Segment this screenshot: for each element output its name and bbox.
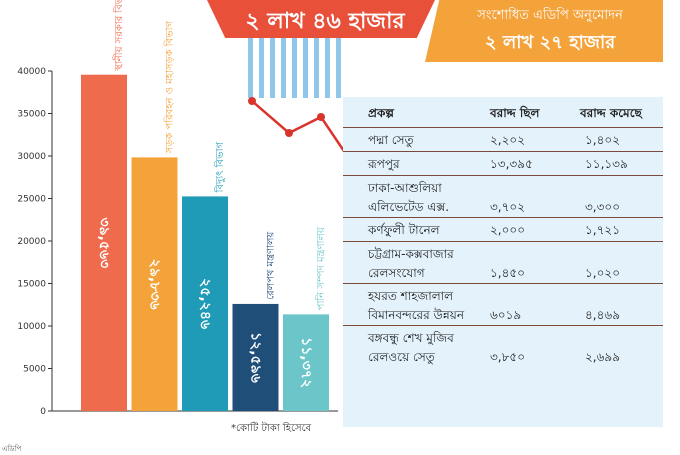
revised-adp-banner — [425, 0, 663, 62]
bar-value-label: ৩৯,৫৬৩ — [96, 217, 112, 268]
project-name: পদ্মা সেতু — [368, 133, 414, 147]
table-row: ঢাকা-আশুলিয়া এলিভেটেড এক্স. ৩,৭০২ ৩,৩০০ — [343, 175, 663, 218]
table-row: হযরত শাহজালাল বিমানবন্দরের উন্নয়ন ৬০১৯ ৪,৪… — [343, 283, 663, 326]
reduced-value: ৩,৩০০ — [585, 200, 621, 214]
bar — [182, 196, 228, 411]
y-tick-label: 40000 — [17, 67, 46, 77]
project-name: এলিভেটেড এক্স. — [368, 200, 450, 214]
project-name: রেলওয়ে সেতু — [368, 350, 435, 364]
header-reduced: বরাদ্দ কমেছে — [580, 106, 642, 120]
reduced-value: ১,৪০২ — [585, 133, 620, 147]
y-tick-label: 10000 — [17, 322, 46, 332]
decorative-stripes — [248, 38, 344, 98]
project-name: কর্ণফুলী টানেল — [368, 223, 440, 237]
trend-point — [317, 113, 325, 121]
reduced-value: ২,৬৯৯ — [585, 350, 620, 364]
y-tick-label: 25000 — [17, 195, 46, 205]
bar-value-label: ১২,৫৯৬ — [248, 332, 264, 383]
bar-value-label: ১১,৩৭২ — [298, 337, 314, 388]
category-label: পানি সম্পদ মন্ত্রণালয় — [315, 226, 327, 310]
project-name: ঢাকা-আশুলিয়া — [368, 181, 442, 195]
project-table: প্রকল্প বরাদ্দ ছিল বরাদ্দ কমেছে পদ্মা সে… — [343, 97, 663, 427]
original-adp-amount: ২ লাখ ৪৬ হাজার — [245, 9, 405, 34]
table-row: বঙ্গবন্ধু শেখ মুজিব রেলওয়ে সেতু ৩,৮৫০ ২,৬৯… — [343, 325, 663, 368]
bar — [131, 157, 178, 411]
table-row: পদ্মা সেতু ২,২০২ ১,৪০২ — [343, 127, 663, 152]
allocated-value: ৩,৮৫০ — [490, 350, 525, 364]
table-row: রূপপুর ১৩,৩৯৫ ১১,১৩৯ — [343, 151, 663, 176]
category-label: বিদ্যুৎ বিভাগ — [214, 142, 226, 194]
allocated-value: ৬০১৯ — [490, 308, 522, 322]
header-allocated: বরাদ্দ ছিল — [490, 106, 540, 120]
table-header: প্রকল্প বরাদ্দ ছিল বরাদ্দ কমেছে — [343, 97, 663, 127]
project-name: বিমানবন্দরের উন্নয়ন — [368, 308, 464, 322]
bar — [232, 303, 279, 411]
y-tick-label: 15000 — [17, 280, 46, 290]
y-tick-label: 30000 — [17, 152, 46, 162]
bar-value-label: ২৫,২৪৬ — [197, 278, 213, 329]
reduced-value: ১১,১৩৯ — [585, 157, 628, 171]
allocated-value: ২,২০২ — [490, 133, 526, 147]
original-adp-banner — [207, 0, 435, 38]
allocated-value: ১৩,৩৯৫ — [490, 157, 533, 171]
corner-caption: এডিপি — [2, 445, 22, 453]
trend-line — [251, 100, 354, 164]
project-name: রূপপুর — [368, 157, 400, 171]
bar — [283, 314, 329, 411]
project-name: হযরত শাহজালাল — [368, 289, 454, 303]
y-tick-label: 0 — [40, 407, 46, 417]
revised-adp-subtitle: সংশোধিত এডিপি অনুমোদন — [477, 8, 623, 23]
y-tick-label: 35000 — [17, 110, 46, 120]
header-project: প্রকল্প — [368, 106, 394, 120]
table-row: কর্ণফুলী টানেল ২,০০০ ১,৭২১ — [343, 217, 663, 242]
project-name: চট্টগ্রাম-কক্সবাজার — [368, 247, 454, 261]
category-label: রেলপথ মন্ত্রণালয় — [266, 231, 277, 300]
trend-point — [248, 97, 256, 105]
allocated-value: ২,০০০ — [490, 223, 526, 237]
category-label: সড়ক পরিবহন ও মহাসড়ক বিভাগ — [164, 20, 176, 154]
category-label: স্থানীয় সরকার বিভাগ — [112, 0, 125, 72]
allocated-value: ১,৪৫০ — [490, 266, 525, 280]
bar-value-label: ২৯,৮৩৬ — [147, 259, 163, 310]
reduced-value: ১,০২০ — [585, 266, 621, 280]
project-name: রেলসংযোগ — [368, 266, 425, 280]
unit-footnote: *কোটি টাকা হিসেবে — [231, 423, 312, 434]
allocated-value: ৩,৭০২ — [490, 200, 526, 214]
reduced-value: ১,৭২১ — [585, 223, 620, 237]
y-tick-label: 20000 — [17, 237, 46, 247]
y-tick-label: 5000 — [23, 365, 46, 375]
trend-point — [285, 129, 293, 137]
table-row: চট্টগ্রাম-কক্সবাজার রেলসংযোগ ১,৪৫০ ১,০২০ — [343, 241, 663, 284]
bar — [81, 74, 127, 411]
reduced-value: ৪,৪৬৯ — [585, 308, 620, 322]
revised-adp-amount: ২ লাখ ২৭ হাজার — [484, 32, 616, 53]
project-name: বঙ্গবন্ধু শেখ মুজিব — [368, 331, 454, 345]
